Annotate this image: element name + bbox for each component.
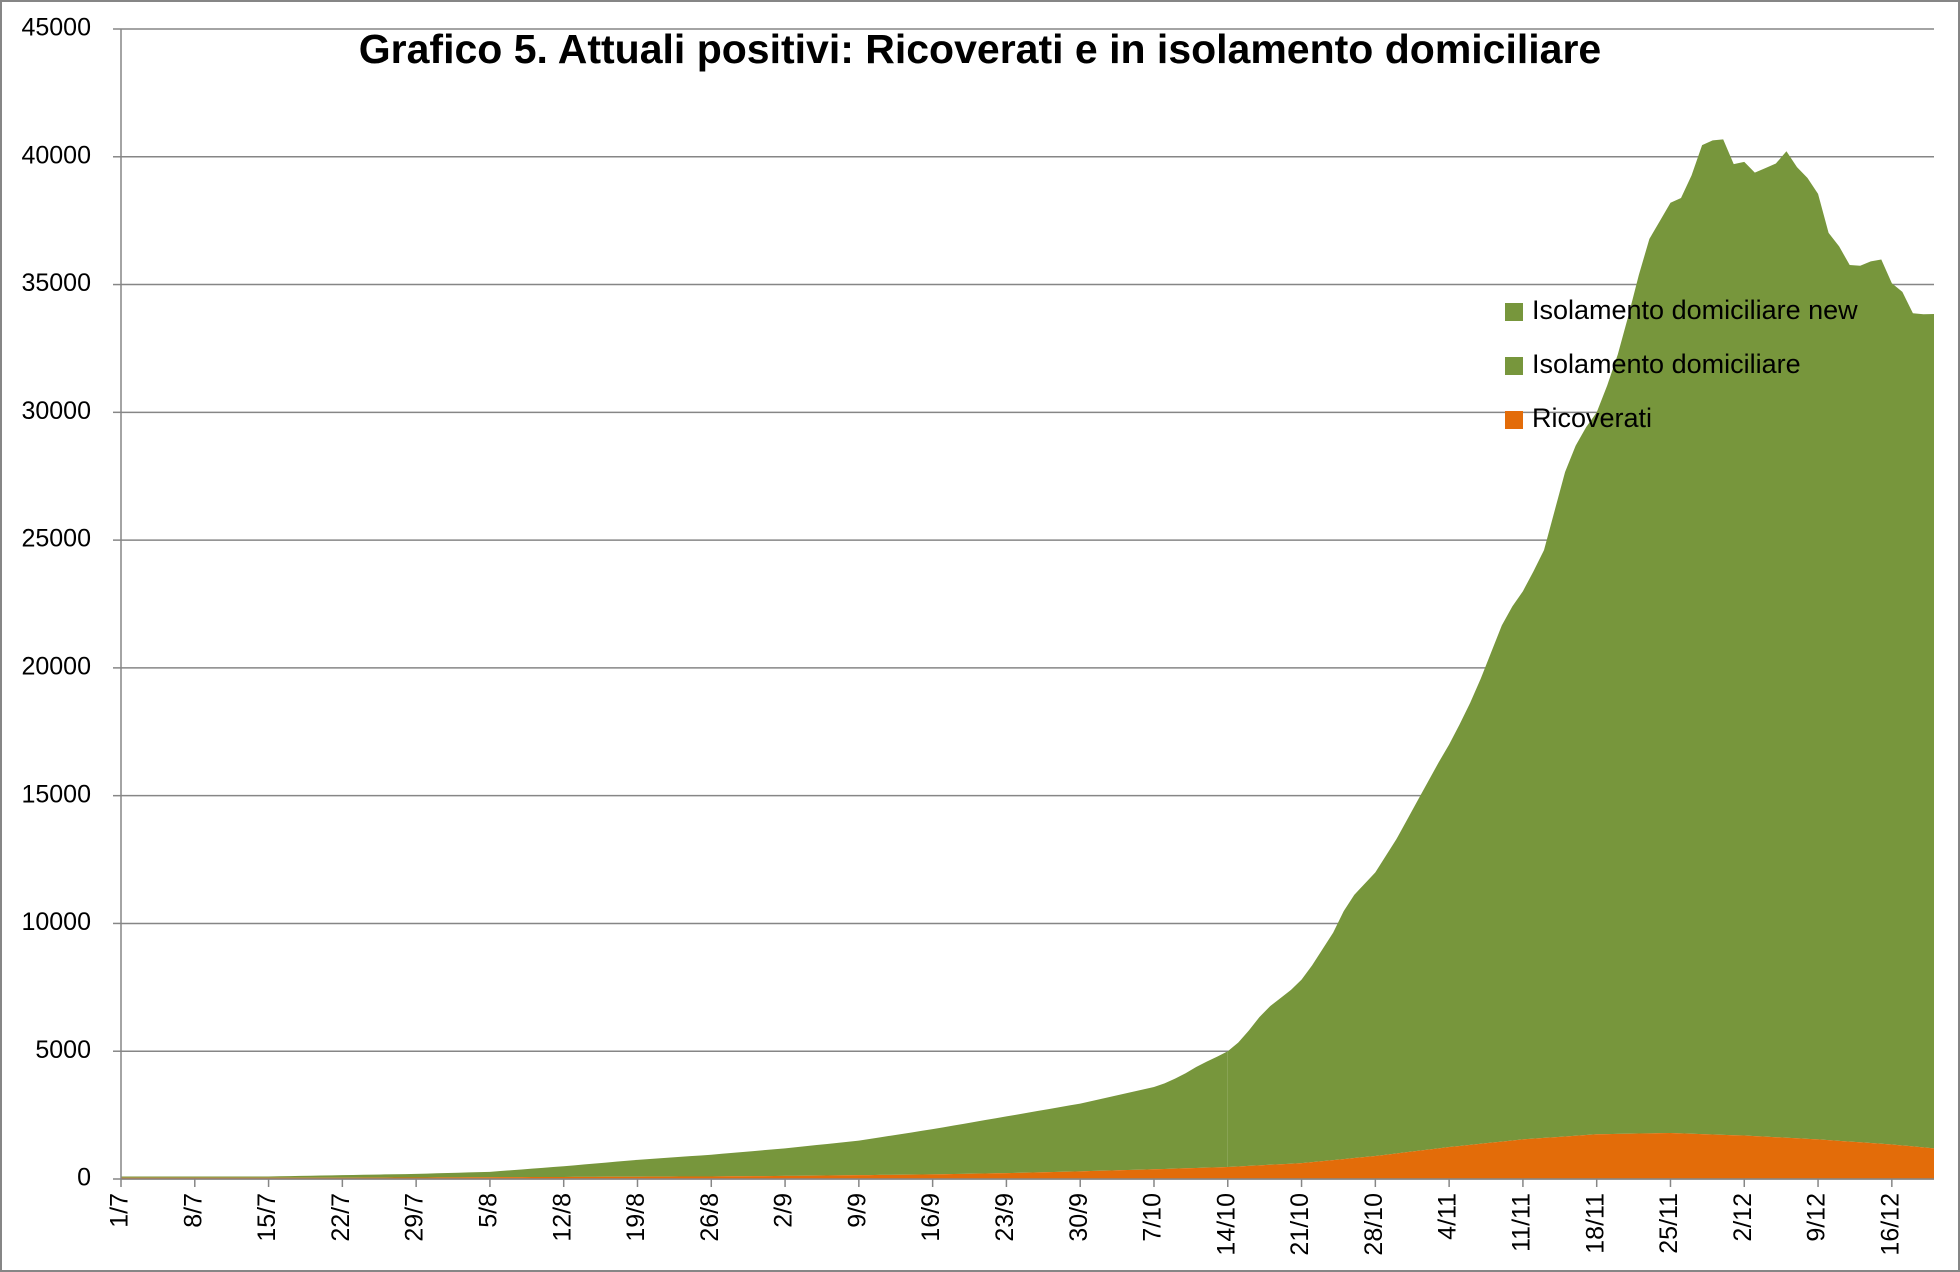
x-tick-label: 2/12 [1729,1193,1757,1242]
y-tick-label: 35000 [21,269,91,297]
x-tick-label: 23/9 [991,1193,1019,1242]
x-tick-label: 14/10 [1212,1193,1240,1256]
legend-label: Isolamento domiciliare new [1532,295,1858,325]
y-tick-label: 10000 [21,908,91,936]
y-tick-label: 0 [77,1164,91,1192]
x-tick-label: 25/11 [1655,1193,1683,1254]
area [121,1051,1228,1178]
legend-swatch [1505,303,1523,321]
x-tick-label: 29/7 [401,1193,429,1242]
y-tick-label: 5000 [35,1036,91,1064]
x-tick-label: 7/10 [1139,1193,1167,1242]
legend-label: Isolamento domiciliare [1532,349,1801,379]
x-tick-label: 28/10 [1360,1193,1388,1256]
x-tick-label: 26/8 [696,1193,724,1242]
legend-swatch [1505,411,1523,429]
x-tick-label: 16/12 [1876,1193,1904,1256]
y-tick-label: 40000 [21,141,91,169]
area [121,1133,1934,1179]
y-tick-label: 45000 [21,14,91,42]
x-tick-label: 11/11 [1508,1193,1536,1252]
area [1227,139,1934,1167]
x-tick-label: 30/9 [1065,1193,1093,1242]
y-tick-label: 30000 [21,397,91,425]
x-tick-label: 1/7 [106,1193,134,1228]
x-tick-label: 18/11 [1581,1193,1609,1254]
plot-area [113,28,1934,1180]
y-tick-label: 25000 [21,525,91,553]
chart-title: Grafico 5. Attuali positivi: Ricoverati … [359,26,1601,72]
x-tick-label: 21/10 [1286,1193,1314,1256]
x-tick-label: 12/8 [548,1193,576,1242]
x-tick-label: 9/12 [1803,1193,1831,1242]
x-tick-label: 5/8 [475,1193,503,1228]
x-tick-label: 2/9 [770,1193,798,1228]
x-tick-label: 16/9 [917,1193,945,1242]
x-tick-label: 22/7 [327,1193,355,1242]
x-tick-label: 19/8 [622,1193,650,1242]
legend-swatch [1505,357,1523,375]
y-tick-label: 20000 [21,652,91,680]
x-tick-label: 9/9 [843,1193,871,1228]
legend-label: Ricoverati [1532,403,1652,433]
x-tick-label: 8/7 [179,1193,207,1228]
x-tick-label: 15/7 [253,1193,281,1242]
x-tick-label: 4/11 [1434,1193,1462,1240]
y-tick-label: 15000 [21,780,91,808]
